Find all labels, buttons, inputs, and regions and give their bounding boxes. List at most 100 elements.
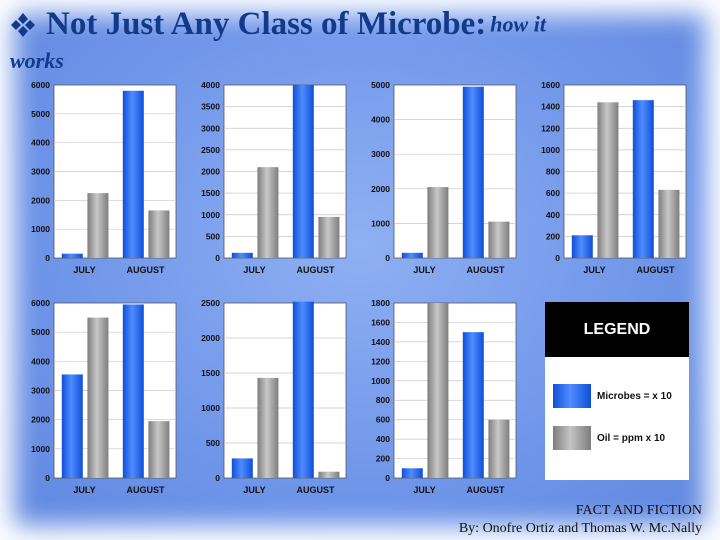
title-main: Not Just Any Class of Microbe: [46,6,487,42]
y-tick-label: 3000 [201,123,220,133]
x-tick-label: AUGUST [297,265,336,275]
y-tick-label: 400 [376,434,390,444]
y-tick-label: 0 [385,253,390,263]
footer-authors: By: Onofre Ortiz and Thomas W. Mc.Nally [458,521,702,536]
slide-title: Not Just Any Class of Microbe: how it [10,6,715,43]
bar-oil [148,421,170,478]
y-tick-label: 1000 [541,145,560,155]
footer-title: FACT AND FICTION [575,503,702,518]
bar-oil [257,167,279,258]
bar-oil [658,189,680,258]
y-tick-label: 800 [376,395,390,405]
y-tick-label: 1200 [541,123,560,133]
y-tick-label: 0 [555,253,560,263]
chart-7: 0 200 400 600 800 1000 1200 1400 1600 1800 JULY AUG… [371,298,517,495]
y-tick-label: 600 [546,188,560,198]
x-tick-label: AUGUST [297,485,336,495]
plot-area [223,302,347,479]
bar-oil [597,102,619,258]
bar-microbes [231,252,253,258]
y-tick-label: 3500 [201,102,220,112]
bar-microbes [632,100,654,258]
bar-microbes [292,85,314,258]
bar-oil [148,210,170,258]
title-italic-part: how it [490,11,546,37]
legend-label-microbes: Microbes = x 10 [597,390,672,402]
y-tick-label: 200 [546,231,560,241]
bar-oil [318,471,340,478]
x-tick-label: JULY [583,265,605,275]
x-tick-label: JULY [413,485,435,495]
y-tick-label: 0 [215,253,220,263]
y-tick-label: 6000 [31,80,50,90]
y-tick-label: 3000 [31,386,50,396]
y-tick-label: 0 [215,473,220,483]
y-tick-label: 400 [546,210,560,220]
chart-1: 0 1000 2000 3000 4000 5000 6000 JULY AUGUST [31,80,177,275]
x-tick-label: JULY [243,485,265,495]
chart-2: 0 500 1000 1500 2000 2500 3000 3500 4000 JULY AUGU… [201,80,347,275]
bar-microbes [61,253,83,258]
bar-microbes [401,468,423,478]
y-tick-label: 1000 [201,210,220,220]
bar-oil [488,221,510,258]
y-tick-label: 0 [385,473,390,483]
y-tick-label: 5000 [31,327,50,337]
y-tick-label: 0 [45,473,50,483]
y-tick-label: 3000 [371,149,390,159]
y-tick-label: 200 [376,454,390,464]
bar-oil [427,303,449,478]
x-tick-label: JULY [73,485,95,495]
x-tick-label: AUGUST [467,485,506,495]
bar-oil [318,216,340,258]
x-tick-label: AUGUST [127,265,166,275]
x-tick-label: JULY [73,265,95,275]
y-tick-label: 1000 [201,403,220,413]
bar-microbes [122,90,144,258]
title-italic-continuation: works [10,48,64,73]
legend-swatch-microbes [553,384,591,408]
y-tick-label: 2000 [201,167,220,177]
legend-item-oil: Oil = ppm x 10 [553,426,665,450]
y-tick-label: 600 [376,415,390,425]
y-tick-label: 1600 [371,317,390,327]
x-tick-label: JULY [243,265,265,275]
y-tick-label: 1800 [371,298,390,308]
y-tick-label: 2500 [201,145,220,155]
y-tick-label: 5000 [371,80,390,90]
y-tick-label: 2000 [31,415,50,425]
y-tick-label: 2000 [201,333,220,343]
x-tick-label: AUGUST [637,265,676,275]
y-tick-label: 1000 [371,376,390,386]
legend-item-microbes: Microbes = x 10 [553,384,672,408]
bar-oil [427,187,449,258]
x-tick-label: JULY [413,265,435,275]
y-tick-label: 3000 [31,167,50,177]
bar-microbes [292,301,314,478]
y-tick-label: 1000 [371,218,390,228]
y-tick-label: 4000 [371,115,390,125]
chart-3: 0 1000 2000 3000 4000 5000 JULY AUGUST [371,80,517,275]
bar-oil [488,419,510,478]
x-tick-label: AUGUST [467,265,506,275]
y-tick-label: 1400 [371,337,390,347]
y-tick-label: 2500 [201,298,220,308]
bar-microbes [401,252,423,258]
y-tick-label: 1200 [371,356,390,366]
diamond-bullet-icon [11,12,35,37]
bar-microbes [462,332,484,478]
bar-microbes [231,458,253,478]
y-tick-label: 500 [206,438,220,448]
y-tick-label: 1500 [201,188,220,198]
y-tick-label: 1400 [541,102,560,112]
y-tick-label: 2000 [371,184,390,194]
chart-6: 0 500 1000 1500 2000 2500 JULY AUGUST [201,298,347,495]
bar-oil [257,377,279,478]
y-tick-label: 5000 [31,109,50,119]
y-tick-label: 800 [546,167,560,177]
bar-microbes [122,304,144,478]
bar-oil [87,193,109,258]
y-tick-label: 500 [206,231,220,241]
legend-label-oil: Oil = ppm x 10 [597,432,666,444]
legend-heading: LEGEND [545,302,689,357]
